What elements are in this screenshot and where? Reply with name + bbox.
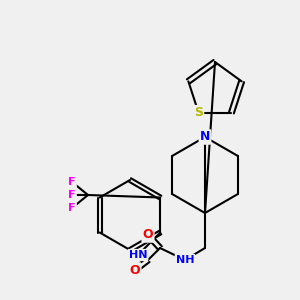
Text: O: O [130,263,140,277]
Text: S: S [194,106,203,119]
Text: F: F [68,177,76,187]
Text: F: F [68,190,76,200]
Text: NH: NH [176,255,194,265]
Text: HN: HN [129,250,147,260]
Text: F: F [68,203,76,213]
Text: O: O [143,229,153,242]
Text: N: N [200,130,210,143]
